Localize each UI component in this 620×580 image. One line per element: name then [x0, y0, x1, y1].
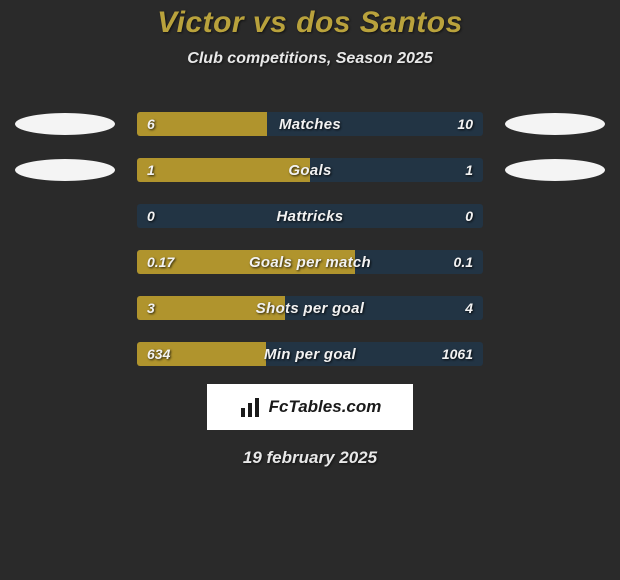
stat-row: Goals per match0.17 0.1 [0, 250, 620, 274]
team-right-logo [495, 250, 615, 274]
ellipse-icon [15, 159, 115, 181]
stat-value-right: 0.1 [454, 250, 473, 274]
team-right-logo [495, 342, 615, 366]
stat-label: Goals per match [137, 254, 483, 271]
stat-value-right: 0 [465, 204, 473, 228]
fctables-badge[interactable]: FcTables.com [207, 384, 413, 430]
stat-value-left: 0.17 [147, 250, 174, 274]
stat-label: Shots per goal [137, 300, 483, 317]
team-right-logo [495, 204, 615, 228]
stat-value-right: 1 [465, 158, 473, 182]
page-title: Victor vs dos Santos [157, 6, 463, 40]
bar-chart-icon [239, 395, 263, 419]
subtitle: Club competitions, Season 2025 [187, 50, 432, 68]
team-left-logo [5, 112, 125, 136]
team-left-logo [5, 342, 125, 366]
team-left-logo [5, 158, 125, 182]
stat-bar: Goals per match0.17 0.1 [137, 250, 483, 274]
team-left-logo [5, 204, 125, 228]
stat-bar: Shots per goal3 4 [137, 296, 483, 320]
date-label: 19 february 2025 [243, 448, 377, 468]
stat-value-right: 4 [465, 296, 473, 320]
team-left-logo [5, 296, 125, 320]
team-right-logo [495, 158, 615, 182]
stat-row: Hattricks0 0 [0, 204, 620, 228]
stat-label: Matches [137, 116, 483, 133]
team-right-logo [495, 296, 615, 320]
team-right-logo [495, 112, 615, 136]
stat-bar: Goals1 1 [137, 158, 483, 182]
team-left-logo [5, 250, 125, 274]
stat-label: Hattricks [137, 208, 483, 225]
stat-value-right: 10 [457, 112, 473, 136]
stat-row: Matches6 10 [0, 112, 620, 136]
stat-bar: Matches6 10 [137, 112, 483, 136]
stat-value-left: 3 [147, 296, 155, 320]
ellipse-icon [15, 113, 115, 135]
stat-row: Shots per goal3 4 [0, 296, 620, 320]
comparison-card: Victor vs dos Santos Club competitions, … [0, 0, 620, 580]
ellipse-icon [505, 159, 605, 181]
ellipse-icon [505, 113, 605, 135]
stat-value-left: 634 [147, 342, 170, 366]
stat-value-right: 1061 [442, 342, 473, 366]
badge-text: FcTables.com [269, 397, 382, 417]
stat-value-left: 6 [147, 112, 155, 136]
stat-bar: Hattricks0 0 [137, 204, 483, 228]
stat-bar: Min per goal634 1061 [137, 342, 483, 366]
stat-row: Min per goal634 1061 [0, 342, 620, 366]
stat-label: Min per goal [137, 346, 483, 363]
stat-value-left: 0 [147, 204, 155, 228]
stat-rows: Matches6 10 Goals1 1 Hattricks0 0 Goals per ma… [0, 112, 620, 366]
stat-value-left: 1 [147, 158, 155, 182]
stat-label: Goals [137, 162, 483, 179]
stat-row: Goals1 1 [0, 158, 620, 182]
